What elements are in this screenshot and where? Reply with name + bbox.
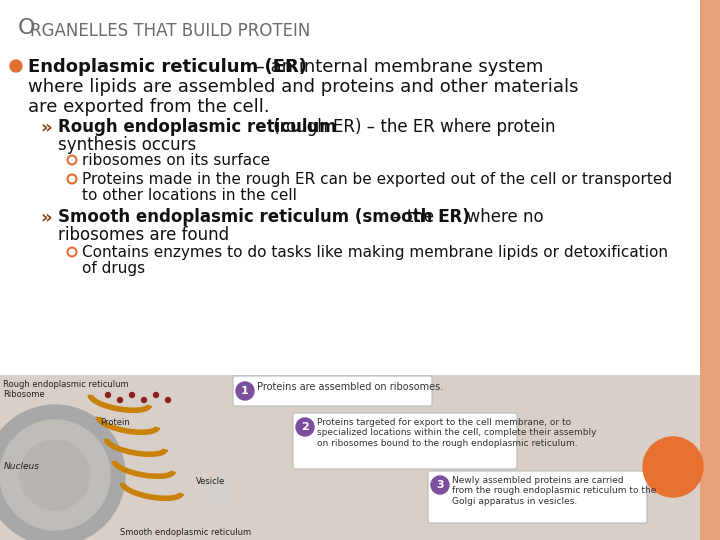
Text: Proteins are assembled on ribosomes.: Proteins are assembled on ribosomes.	[257, 382, 444, 392]
Circle shape	[153, 393, 158, 397]
Circle shape	[117, 397, 122, 402]
Text: ribosomes are found: ribosomes are found	[58, 226, 229, 244]
Circle shape	[10, 60, 22, 72]
Text: synthesis occurs: synthesis occurs	[58, 136, 197, 154]
Text: Proteins targeted for export to the cell membrane, or to
specialized locations w: Proteins targeted for export to the cell…	[317, 418, 596, 448]
Circle shape	[431, 476, 449, 494]
Circle shape	[0, 420, 110, 530]
Text: ribosomes on its surface: ribosomes on its surface	[82, 153, 270, 168]
Text: »: »	[40, 119, 52, 137]
FancyBboxPatch shape	[233, 376, 432, 406]
Text: Vesicle: Vesicle	[196, 477, 225, 486]
Circle shape	[166, 397, 171, 402]
Text: Endoplasmic reticulum (ER): Endoplasmic reticulum (ER)	[28, 58, 307, 76]
Text: Proteins made in the rough ER can be exported out of the cell or transported: Proteins made in the rough ER can be exp…	[82, 172, 672, 187]
Text: – the ER where no: – the ER where no	[388, 208, 544, 226]
Text: 3: 3	[436, 480, 444, 490]
Circle shape	[236, 382, 254, 400]
Text: Nucleus: Nucleus	[4, 462, 40, 471]
FancyBboxPatch shape	[0, 0, 700, 540]
Text: to other locations in the cell: to other locations in the cell	[82, 188, 297, 203]
Text: Smooth endoplasmic reticulum (smooth ER): Smooth endoplasmic reticulum (smooth ER)	[58, 208, 469, 226]
Circle shape	[106, 393, 110, 397]
Text: Newly assembled proteins are carried
from the rough endoplasmic reticulum to the: Newly assembled proteins are carried fro…	[452, 476, 657, 506]
Text: Contains enzymes to do tasks like making membrane lipids or detoxification: Contains enzymes to do tasks like making…	[82, 245, 668, 260]
FancyBboxPatch shape	[428, 471, 647, 523]
Circle shape	[206, 476, 234, 504]
Text: »: »	[40, 209, 52, 227]
Text: Protein: Protein	[100, 418, 130, 427]
Text: Ribosome: Ribosome	[3, 390, 45, 399]
Text: (rough ER) – the ER where protein: (rough ER) – the ER where protein	[268, 118, 556, 136]
Circle shape	[0, 405, 125, 540]
Text: are exported from the cell.: are exported from the cell.	[28, 98, 269, 116]
Text: Smooth endoplasmic reticulum: Smooth endoplasmic reticulum	[120, 528, 251, 537]
Circle shape	[296, 418, 314, 436]
Circle shape	[130, 393, 135, 397]
Text: RGANELLES THAT BUILD PROTEIN: RGANELLES THAT BUILD PROTEIN	[30, 22, 310, 40]
FancyBboxPatch shape	[293, 413, 517, 469]
Text: O: O	[18, 18, 35, 38]
Text: 1: 1	[241, 386, 249, 396]
Circle shape	[142, 397, 146, 402]
Circle shape	[20, 440, 90, 510]
Text: 2: 2	[301, 422, 309, 432]
Text: where lipids are assembled and proteins and other materials: where lipids are assembled and proteins …	[28, 78, 578, 96]
Text: of drugs: of drugs	[82, 261, 145, 276]
Text: – an internal membrane system: – an internal membrane system	[250, 58, 544, 76]
FancyBboxPatch shape	[0, 375, 700, 540]
FancyBboxPatch shape	[700, 0, 720, 540]
Circle shape	[643, 437, 703, 497]
Text: Rough endoplasmic reticulum: Rough endoplasmic reticulum	[58, 118, 337, 136]
Text: Rough endoplasmic reticulum: Rough endoplasmic reticulum	[3, 380, 129, 389]
